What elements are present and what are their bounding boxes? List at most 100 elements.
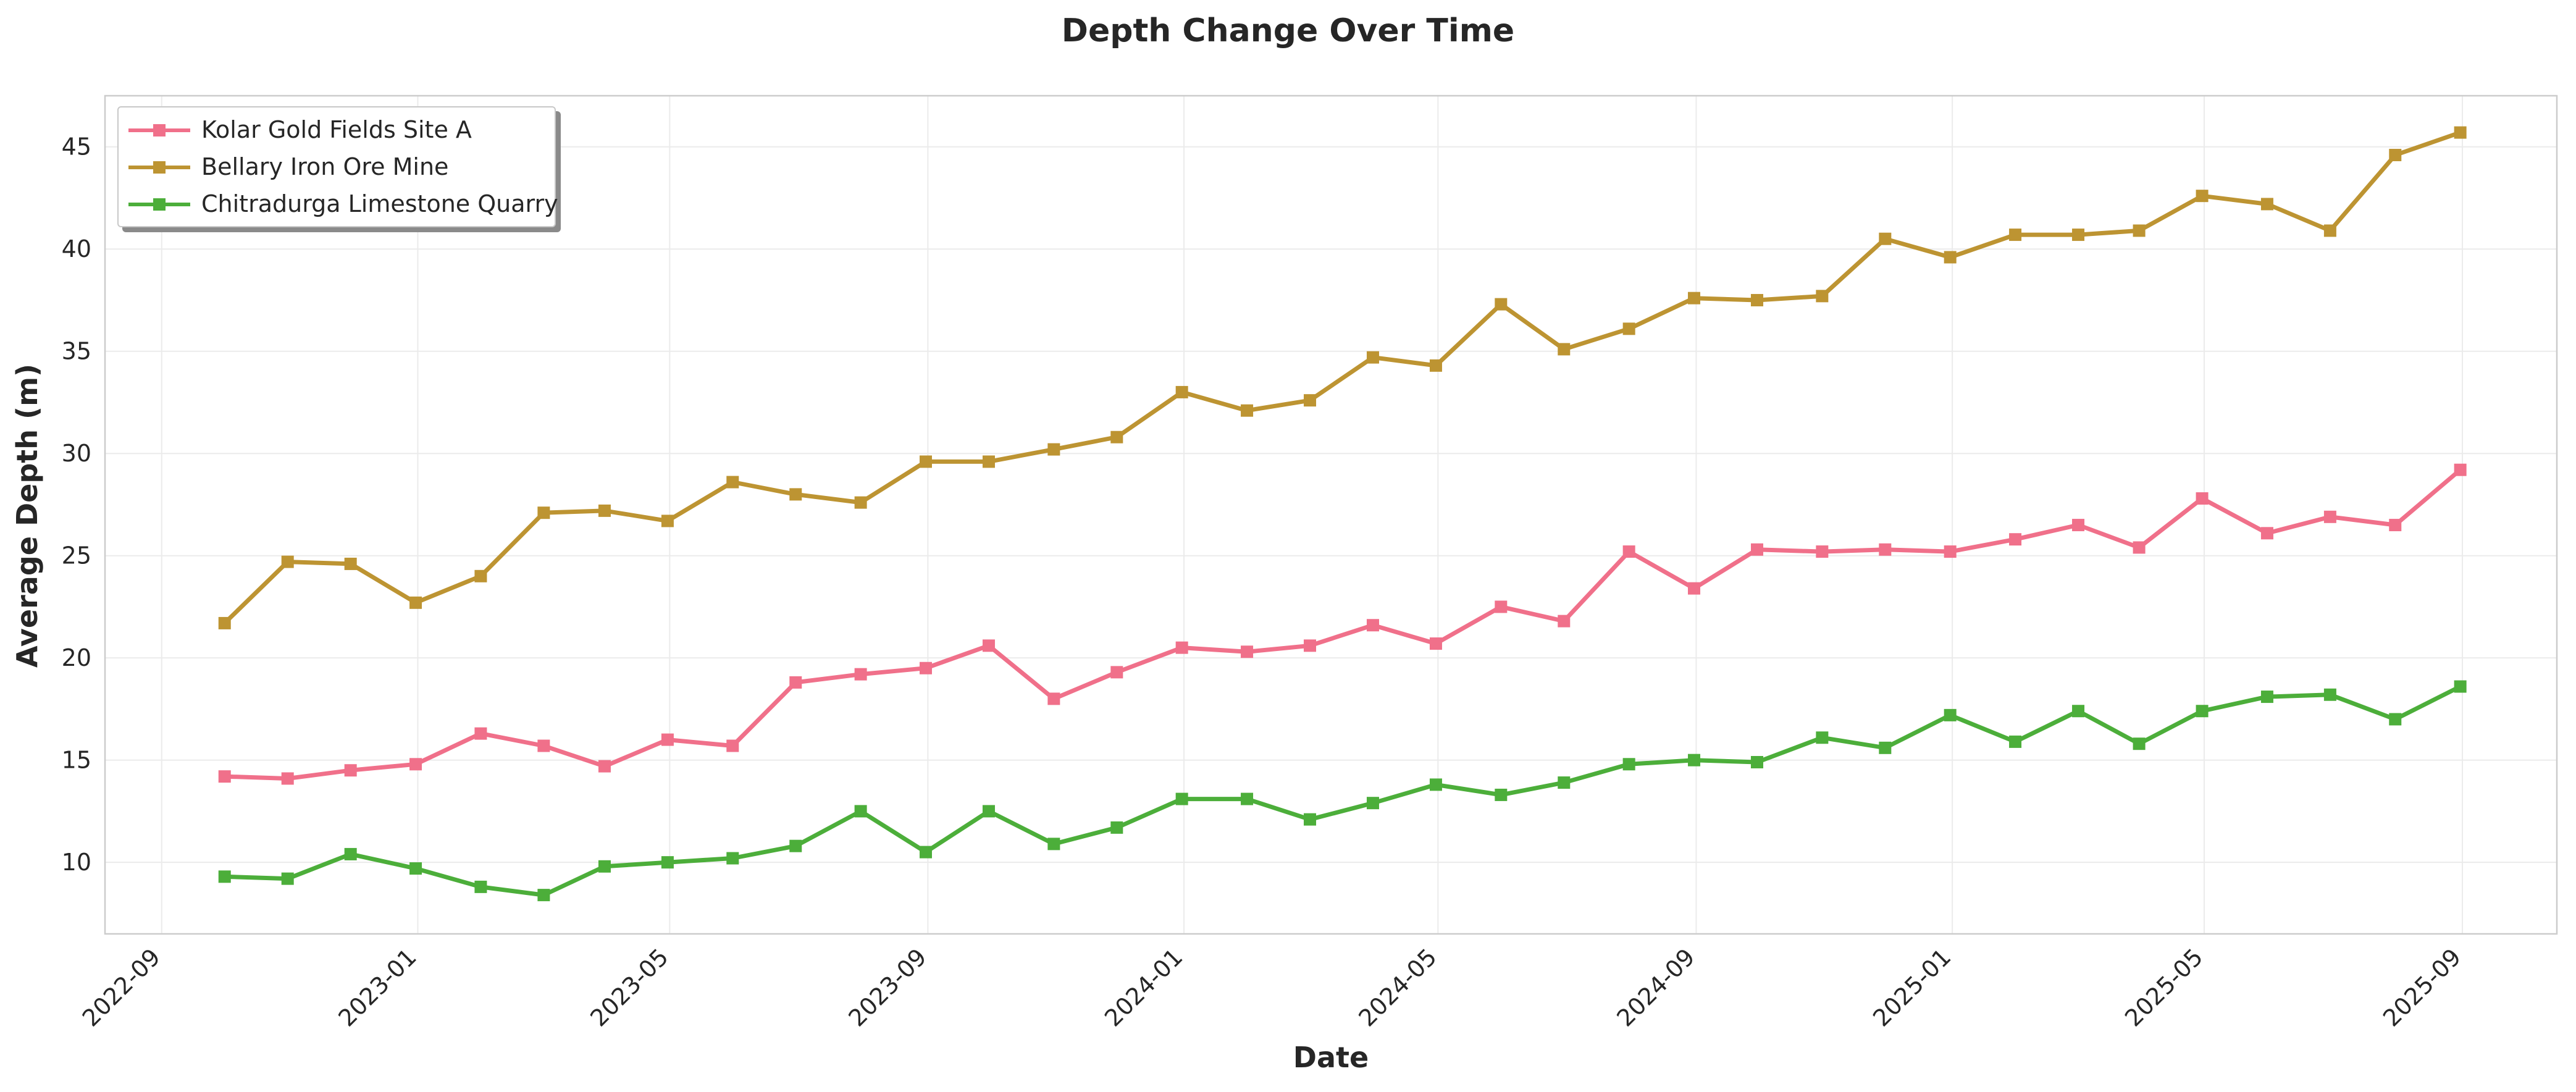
data-point	[1944, 251, 1957, 264]
legend-marker-chitradurga	[153, 198, 166, 211]
data-point	[1816, 290, 1829, 303]
data-point	[1047, 692, 1060, 705]
data-point	[537, 506, 550, 519]
data-point	[218, 616, 231, 629]
data-point	[2323, 224, 2336, 237]
data-point	[726, 852, 739, 865]
legend-label-kolar: Kolar Gold Fields Site A	[201, 116, 472, 143]
data-point	[1175, 385, 1188, 398]
data-point	[2260, 527, 2273, 540]
data-point	[281, 772, 294, 785]
data-point	[726, 739, 739, 752]
data-point	[218, 770, 231, 783]
data-point	[661, 733, 674, 746]
x-tick-label: 2023-01	[333, 943, 421, 1031]
data-point	[1175, 641, 1188, 654]
data-point	[2133, 224, 2146, 237]
x-tick-label: 2025-01	[1868, 943, 1956, 1031]
data-point	[1816, 731, 1829, 744]
x-tick-label: 2024-01	[1099, 943, 1188, 1031]
data-point	[789, 676, 802, 689]
legend-item-chitradurga: Chitradurga Limestone Quarry	[119, 185, 558, 222]
y-tick-label: 30	[62, 440, 91, 467]
legend-marker-kolar	[153, 124, 166, 136]
x-tick-label: 2025-05	[2120, 943, 2208, 1031]
data-point	[2196, 705, 2209, 718]
data-point	[1622, 758, 1635, 771]
data-point	[1366, 797, 1379, 810]
data-point	[1688, 292, 1701, 304]
series-3	[218, 680, 2467, 902]
data-point	[598, 760, 611, 773]
data-point	[982, 805, 995, 818]
data-point	[1688, 754, 1701, 766]
series-line	[222, 684, 2463, 897]
data-point	[1879, 232, 1892, 245]
data-point	[1047, 838, 1060, 850]
data-point	[1241, 645, 1254, 658]
data-point	[1622, 545, 1635, 558]
data-point	[2009, 533, 2022, 546]
data-point	[1175, 792, 1188, 805]
legend-item-bellary: Bellary Iron Ore Mine	[119, 148, 555, 185]
data-point	[2260, 198, 2273, 211]
data-point	[854, 668, 867, 681]
data-point	[661, 856, 674, 869]
chart-title: Depth Change Over Time	[1061, 12, 1515, 49]
data-point	[2389, 519, 2402, 532]
data-point	[1750, 543, 1763, 556]
data-point	[919, 455, 932, 468]
data-point	[537, 889, 550, 902]
data-point	[2260, 691, 2273, 704]
data-point	[1495, 788, 1508, 801]
data-point	[1366, 351, 1379, 364]
y-axis-label: Average Depth (m)	[10, 364, 44, 668]
data-point	[1429, 778, 1442, 791]
data-point	[2454, 126, 2467, 139]
y-tick-label: 20	[62, 644, 91, 671]
series-layer	[218, 126, 2467, 902]
data-point	[982, 639, 995, 652]
data-point	[409, 862, 422, 875]
data-point	[1944, 708, 1957, 721]
data-point	[1944, 545, 1957, 558]
data-point	[344, 557, 357, 570]
data-point	[1429, 359, 1442, 372]
data-point	[1750, 755, 1763, 768]
data-point	[344, 847, 357, 860]
data-point	[2196, 492, 2209, 505]
y-tick-label: 40	[62, 235, 91, 262]
data-point	[2196, 190, 2209, 203]
data-point	[598, 504, 611, 517]
data-point	[1241, 792, 1254, 805]
y-tick-label: 45	[62, 133, 91, 161]
data-point	[1241, 404, 1254, 417]
series-2	[218, 126, 2467, 629]
data-point	[474, 880, 487, 893]
data-point	[854, 805, 867, 818]
data-point	[854, 496, 867, 509]
data-point	[537, 739, 550, 752]
data-point	[2389, 148, 2402, 161]
data-point	[218, 870, 231, 883]
data-point	[2454, 680, 2467, 693]
data-point	[1047, 443, 1060, 456]
data-point	[2323, 510, 2336, 523]
x-tick-label: 2025-09	[2378, 943, 2466, 1031]
legend-item-kolar: Kolar Gold Fields Site A	[119, 111, 555, 148]
data-point	[726, 476, 739, 489]
data-point	[1110, 666, 1123, 679]
data-point	[1558, 615, 1571, 628]
data-point	[281, 555, 294, 568]
data-point	[1495, 298, 1508, 311]
data-point	[474, 727, 487, 740]
data-point	[1304, 813, 1317, 826]
legend: Kolar Gold Fields Site A Bellary Iron Or…	[117, 106, 558, 227]
legend-label-chitradurga: Chitradurga Limestone Quarry	[201, 190, 558, 217]
data-point	[344, 764, 357, 777]
data-point	[1558, 776, 1571, 789]
tick-labels: 10 15 20 25 30 35 40 45 2022-09 2023-01 2023-05 202…	[62, 133, 2467, 1032]
data-point	[661, 514, 674, 527]
x-tick-label: 2024-05	[1353, 943, 1441, 1031]
